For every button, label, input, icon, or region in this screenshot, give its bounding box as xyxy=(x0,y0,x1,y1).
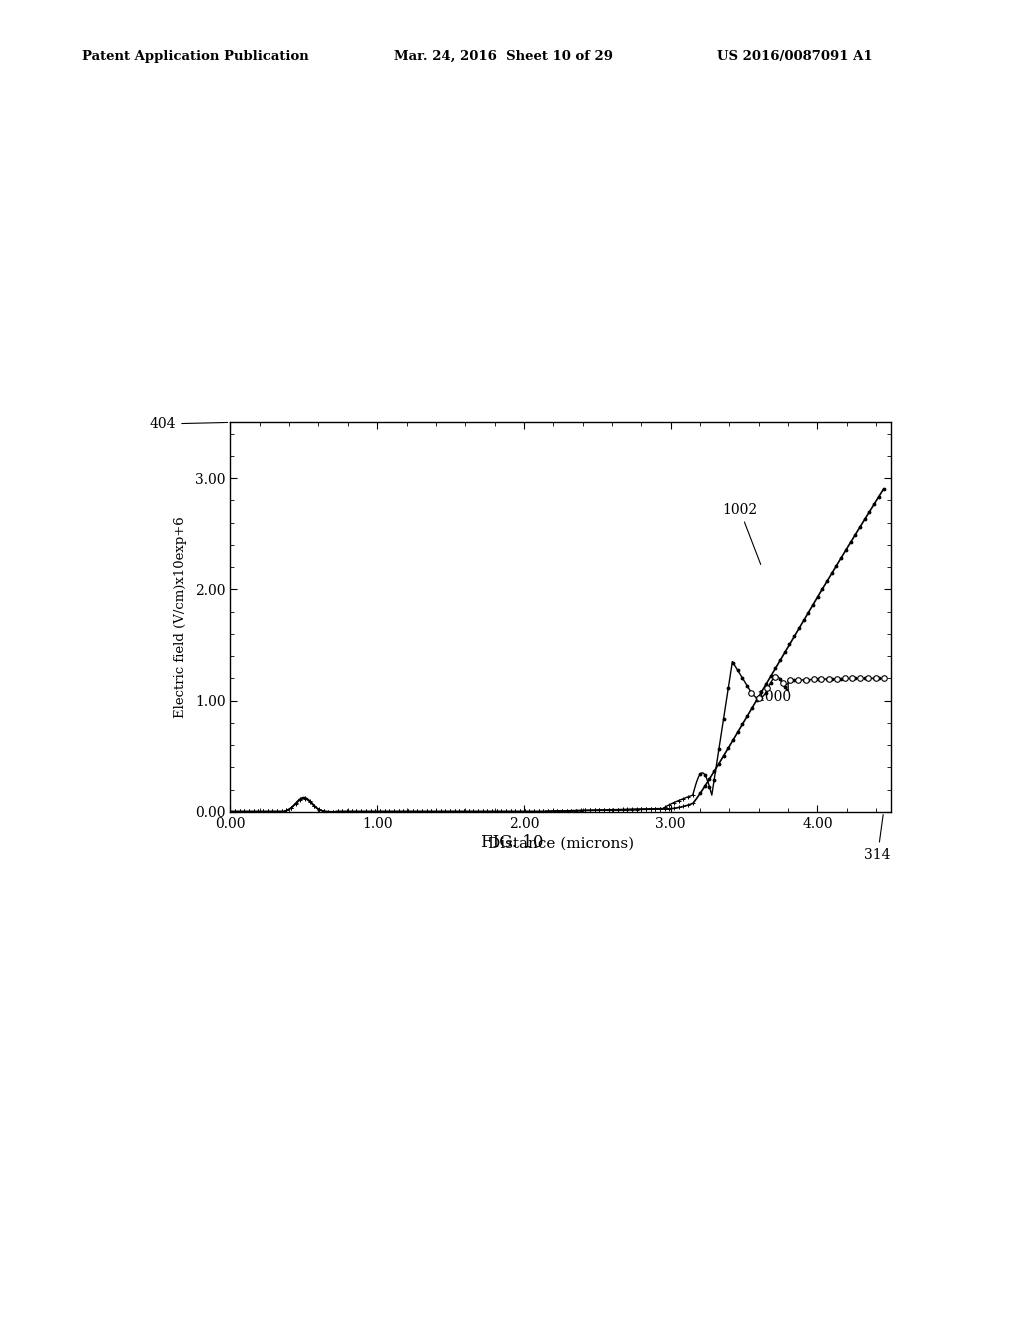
Text: 314: 314 xyxy=(864,814,891,862)
Text: 1000: 1000 xyxy=(756,682,791,704)
Text: FIG. 10: FIG. 10 xyxy=(480,834,544,851)
Y-axis label: Electric field (V/cm)x10exp+6: Electric field (V/cm)x10exp+6 xyxy=(174,516,186,718)
Text: Patent Application Publication: Patent Application Publication xyxy=(82,50,308,63)
Text: US 2016/0087091 A1: US 2016/0087091 A1 xyxy=(717,50,872,63)
X-axis label: Distance (microns): Distance (microns) xyxy=(487,836,634,850)
Text: 404: 404 xyxy=(150,417,227,430)
Text: Mar. 24, 2016  Sheet 10 of 29: Mar. 24, 2016 Sheet 10 of 29 xyxy=(394,50,613,63)
Text: 1002: 1002 xyxy=(722,503,761,565)
